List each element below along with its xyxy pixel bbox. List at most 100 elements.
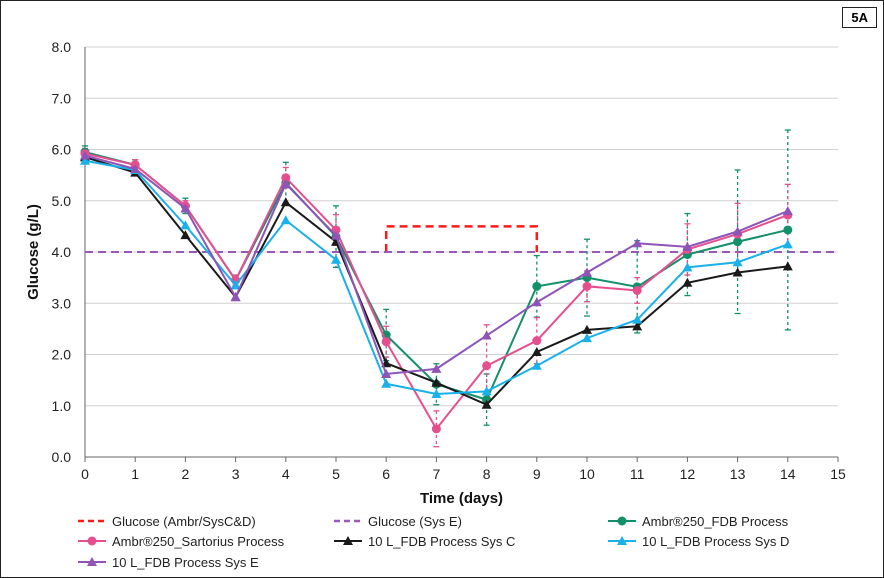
data-point [481,399,492,409]
data-point [532,336,542,346]
data-point [733,237,743,247]
y-tick-label: 3.0 [52,295,72,311]
legend-label: 10 L_FDB Process Sys D [642,534,789,549]
data-point [682,277,693,287]
data-point [331,230,341,240]
data-point [632,314,643,324]
reference-line [384,225,539,252]
data-point [280,197,291,207]
x-tick-label: 1 [131,466,139,482]
data-point [180,230,191,240]
data-point [80,155,90,165]
legend-marker [617,516,627,526]
data-point [130,163,141,173]
x-tick-label: 13 [730,466,746,482]
data-point [280,178,291,188]
y-tick-label: 0.0 [52,449,72,465]
legend: Glucose (Ambr/SysC&D) Glucose (Sys E) Ambr… [78,514,789,570]
series [80,147,793,434]
data-point [381,337,391,347]
series-line [84,151,789,401]
data-point [230,292,241,302]
x-tick-label: 7 [433,466,441,482]
y-axis-title: Glucose (g/L) [25,204,42,300]
x-tick-label: 10 [579,466,595,482]
y-tick-label: 1.0 [52,398,72,414]
panel-label: 5A [842,7,877,28]
data-point [431,377,442,387]
y-tick-label: 4.0 [52,244,72,260]
x-tick-label: 9 [533,466,541,482]
data-point [532,281,542,291]
data-point [431,424,441,434]
x-tick-label: 2 [182,466,190,482]
data-point [782,206,793,215]
legend-label: Glucose (Ambr/SysC&D) [112,514,256,529]
data-point [732,226,743,236]
data-point [582,333,592,343]
legend-label: Ambr®250_Sartorius Process [112,534,285,549]
data-point [80,150,90,160]
data-point [782,261,793,271]
data-point [632,285,642,295]
legend-label: 10 L_FDB Process Sys C [368,534,515,549]
data-point [531,346,542,356]
series-line [84,154,789,376]
data-point [180,220,191,230]
reference-lines [85,225,838,253]
error-bars [82,129,791,448]
x-tick-label: 15 [830,466,846,482]
data-point [682,241,693,251]
x-tick-label: 5 [332,466,340,482]
legend-marker [617,536,627,545]
data-point [582,281,592,291]
x-tick-label: 11 [630,466,645,482]
legend-label: Ambr®250_FDB Process [642,514,789,529]
x-tick-label: 4 [282,466,290,482]
x-tick-label: 8 [483,466,491,482]
data-point [230,280,241,290]
data-point [482,361,492,371]
data-point [632,238,643,248]
data-point [381,368,392,378]
y-tick-label: 6.0 [52,142,72,158]
data-point [531,297,542,307]
x-tick-label: 6 [382,466,390,482]
y-tick-label: 7.0 [52,90,72,106]
y-tick-label: 5.0 [52,193,72,209]
x-tick-label: 14 [780,466,796,482]
data-point [431,363,442,373]
x-tick-label: 12 [680,466,696,482]
y-tick-label: 8.0 [52,39,72,55]
data-point [531,360,542,370]
data-point [682,262,693,272]
data-point [280,215,291,225]
y-tick-label: 2.0 [52,347,72,363]
data-point [381,378,392,388]
legend-label: 10 L_FDB Process Sys E [112,555,259,570]
data-point [782,239,793,249]
data-point [783,225,793,235]
data-point [180,203,191,213]
x-tick-label: 0 [81,466,89,482]
series-line [84,159,789,395]
data-point [582,267,592,277]
data-point [732,267,743,277]
data-point [331,254,341,264]
data-point [481,330,492,340]
data-point [632,321,643,331]
legend-marker [87,536,97,546]
legend-label: Glucose (Sys E) [368,514,462,529]
data-point [281,173,291,183]
axes: 0.01.02.03.04.05.06.07.08.00 1 2 3 4 5 6 7 8 9 10 1… [52,39,846,482]
data-point [431,388,442,398]
x-tick-label: 3 [232,466,240,482]
legend-marker [343,536,353,545]
data-point [582,324,592,334]
data-point [732,257,743,267]
x-axis-title: Time (days) [420,490,503,507]
legend-marker [87,557,97,566]
data-point [481,386,492,396]
